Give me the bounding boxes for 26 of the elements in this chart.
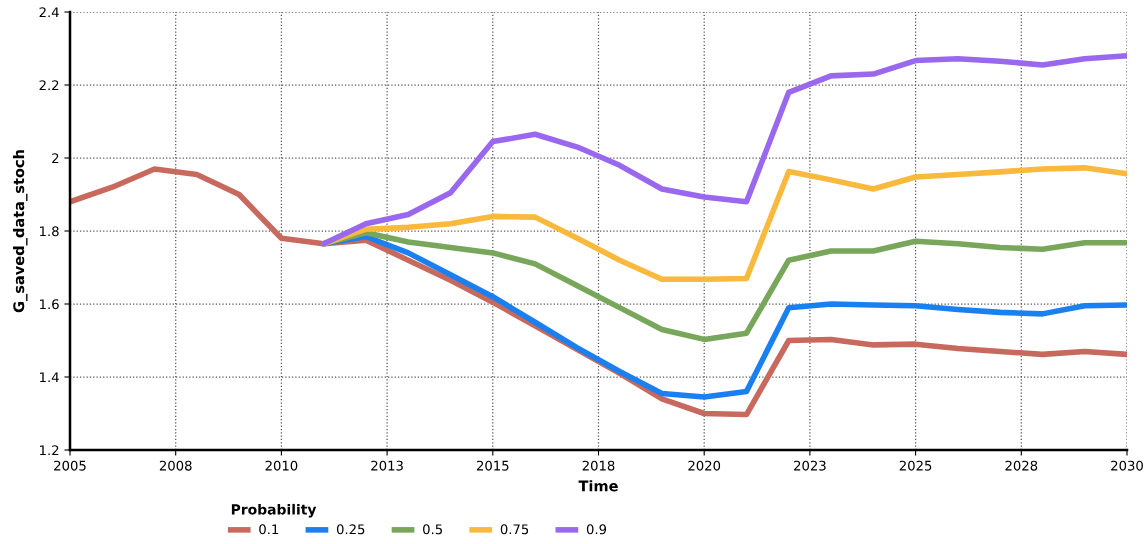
x-tick-label: 2005	[54, 460, 86, 471]
legend-label: 0.25	[336, 524, 365, 535]
y-tick-label: 1.4	[40, 372, 59, 383]
y-tick-label: 2	[52, 153, 59, 164]
y-tick-label: 2.2	[39, 80, 59, 91]
y-tick-label: 1.8	[40, 226, 59, 237]
x-tick-label: 2013	[371, 460, 403, 471]
y-tick-label: 1.6	[40, 299, 59, 310]
x-tick-label: 2008	[159, 460, 192, 471]
legend-label: 0.9	[586, 524, 607, 535]
x-tick-label: 2018	[582, 460, 615, 471]
y-axis-title: G_saved_data_stoch	[12, 150, 28, 313]
y-tick-label: 1.2	[40, 445, 59, 456]
legend-label: 0.1	[259, 524, 279, 535]
x-tick-label: 2028	[1005, 460, 1038, 471]
y-tick-label: 2.4	[39, 7, 59, 18]
x-tick-label: 2025	[899, 460, 932, 471]
legend-label: 0.75	[500, 524, 529, 535]
legend-label: 0.5	[423, 524, 442, 535]
x-tick-label: 2010	[265, 460, 298, 471]
x-tick-label: 2015	[476, 460, 509, 471]
x-axis-title: Time	[578, 480, 618, 492]
legend-title: Probability	[231, 503, 317, 518]
x-tick-label: 2030	[1111, 460, 1143, 471]
x-tick-label: 2023	[794, 460, 826, 471]
x-tick-label: 2020	[688, 460, 721, 471]
